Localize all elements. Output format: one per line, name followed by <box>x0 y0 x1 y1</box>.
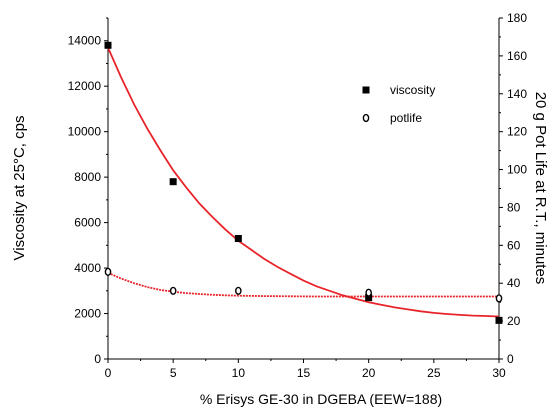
y-right-axis-label: 20 g Pot Life at R.T., minutes <box>532 92 549 285</box>
data-points <box>104 41 503 324</box>
viscosity-point <box>365 294 373 302</box>
y-left-tick-label: 10000 <box>68 125 102 139</box>
legend: viscosity potlife <box>362 83 435 125</box>
y-right-tick-label: 180 <box>507 11 527 25</box>
y-left-tick-label: 14000 <box>68 34 102 48</box>
potlife-point <box>495 294 503 303</box>
viscosity-fit-line <box>107 47 500 318</box>
potlife-fit-line <box>107 271 499 298</box>
x-tick-label: 30 <box>492 366 506 380</box>
y-left-tick-label: 6000 <box>74 216 101 230</box>
potlife-point <box>169 286 177 295</box>
fit-lines <box>107 47 500 318</box>
y-left-tick-label: 8000 <box>74 170 101 184</box>
y-right-tick-label: 60 <box>507 238 521 252</box>
plot-frame <box>107 18 500 360</box>
viscosity-point <box>169 178 177 186</box>
legend-marker-potlife <box>362 113 370 123</box>
y-right-tick-label: 40 <box>507 276 521 290</box>
y-right-tick-label: 160 <box>507 49 527 63</box>
viscosity-point <box>495 316 503 324</box>
y-left-axis-label: Viscosity at 25°C, cps <box>11 116 28 261</box>
x-tick-label: 0 <box>105 366 112 380</box>
x-tick-label: 20 <box>362 366 376 380</box>
x-tick-label: 5 <box>170 366 177 380</box>
potlife-point <box>235 286 242 295</box>
y-right-tick-label: 100 <box>507 163 527 177</box>
y-right-axis-ticks: 0 20 40 60 80 100 120 140 160 180 <box>499 11 527 366</box>
y-right-tick-label: 140 <box>507 87 527 101</box>
legend-marker-viscosity <box>362 86 370 94</box>
x-tick-label: 15 <box>297 366 311 380</box>
potlife-point <box>104 267 112 276</box>
y-left-tick-label: 2000 <box>74 307 101 321</box>
y-left-tick-label: 12000 <box>68 79 102 93</box>
legend-label: viscosity <box>390 83 435 97</box>
potlife-point <box>365 288 372 297</box>
y-right-tick-label: 120 <box>507 125 527 139</box>
y-left-tick-label: 4000 <box>74 261 101 275</box>
y-right-tick-label: 20 <box>507 314 521 328</box>
y-right-tick-label: 0 <box>507 352 514 366</box>
x-tick-label: 25 <box>427 366 441 380</box>
viscosity-point <box>104 41 112 49</box>
legend-label: potlife <box>390 111 422 125</box>
y-left-axis-ticks: 0 2000 4000 6000 8000 10000 12000 14000 <box>68 17 108 366</box>
y-left-tick-label: 0 <box>94 352 101 366</box>
viscosity-point <box>234 235 242 243</box>
x-axis-label: % Erisys GE-30 in DGEBA (EEW=188) <box>200 391 442 407</box>
y-right-tick-label: 80 <box>507 200 521 214</box>
x-tick-label: 10 <box>232 366 246 380</box>
x-axis-ticks: 0 5 10 15 20 25 30 <box>105 359 506 380</box>
